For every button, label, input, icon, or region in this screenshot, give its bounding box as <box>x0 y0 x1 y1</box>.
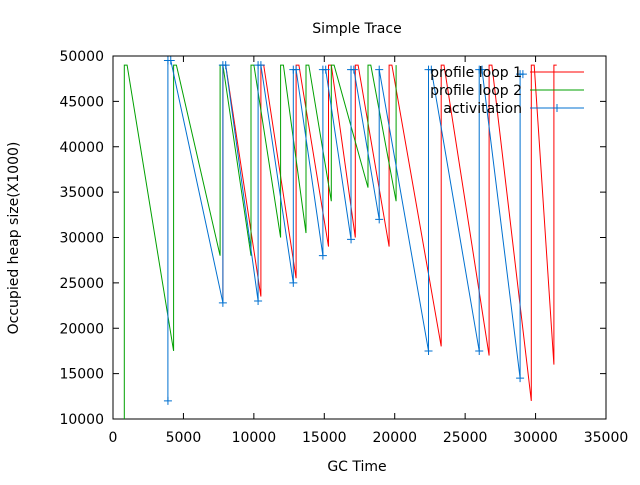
series-line-profile-loop-2 <box>123 64 397 419</box>
y-tick-label-3: 25000 <box>59 276 104 292</box>
chart-title: Simple Trace <box>312 21 401 37</box>
y-tick-label-8: 50000 <box>59 49 104 65</box>
data-point-activitation-6 <box>254 297 263 306</box>
data-point-activitation-11 <box>292 65 301 74</box>
legend-label-activitation: activitation <box>443 101 522 117</box>
y-tick-label-0: 10000 <box>59 412 104 428</box>
data-point-activitation-26 <box>516 374 525 383</box>
y-axis-label: Occupied heap size(X1000) <box>6 142 22 335</box>
x-tick-label-2: 10000 <box>232 430 277 446</box>
data-point-activitation-9 <box>289 278 298 287</box>
y-tick-label-4: 30000 <box>59 231 104 247</box>
x-tick-label-1: 5000 <box>166 430 202 446</box>
data-point-activitation-25 <box>478 65 487 74</box>
data-point-activitation-8 <box>256 61 265 70</box>
data-point-activitation-2 <box>166 56 175 65</box>
x-tick-label-5: 25000 <box>443 430 488 446</box>
legend-marker-activitation <box>553 104 561 112</box>
legend: profile loop 1 profile loop 2 activitation <box>430 65 584 117</box>
data-point-activitation-12 <box>318 251 327 260</box>
x-tick-label-0: 0 <box>109 430 118 446</box>
data-point-activitation-0 <box>163 396 172 405</box>
data-point-activitation-17 <box>349 65 358 74</box>
x-tick-label-6: 30000 <box>513 430 558 446</box>
data-point-activitation-18 <box>375 215 384 224</box>
x-tick-label-3: 15000 <box>302 430 347 446</box>
axis-ticks: 0 5000 10000 15000 20000 25000 30000 35000 10000… <box>59 49 628 446</box>
legend-label-profile-loop-1: profile loop 1 <box>430 65 522 81</box>
data-point-activitation-23 <box>475 346 484 355</box>
data-point-activitation-3 <box>218 298 227 307</box>
data-point-activitation-22 <box>427 65 436 74</box>
x-tick-label-7: 35000 <box>584 430 629 446</box>
y-tick-label-1: 15000 <box>59 367 104 383</box>
data-point-activitation-28 <box>518 70 527 79</box>
y-tick-label-5: 35000 <box>59 185 104 201</box>
data-point-activitation-20 <box>424 346 433 355</box>
y-tick-label-2: 20000 <box>59 321 104 337</box>
data-point-activitation-15 <box>347 235 356 244</box>
data-point-activitation-19 <box>375 65 384 74</box>
data-point-activitation-5 <box>221 61 230 70</box>
y-tick-label-6: 40000 <box>59 140 104 156</box>
x-tick-label-4: 20000 <box>372 430 417 446</box>
legend-label-profile-loop-2: profile loop 2 <box>430 83 522 99</box>
plot-area <box>112 55 607 420</box>
x-axis-label: GC Time <box>327 459 386 475</box>
data-point-activitation-14 <box>321 65 330 74</box>
y-tick-label-7: 45000 <box>59 94 104 110</box>
